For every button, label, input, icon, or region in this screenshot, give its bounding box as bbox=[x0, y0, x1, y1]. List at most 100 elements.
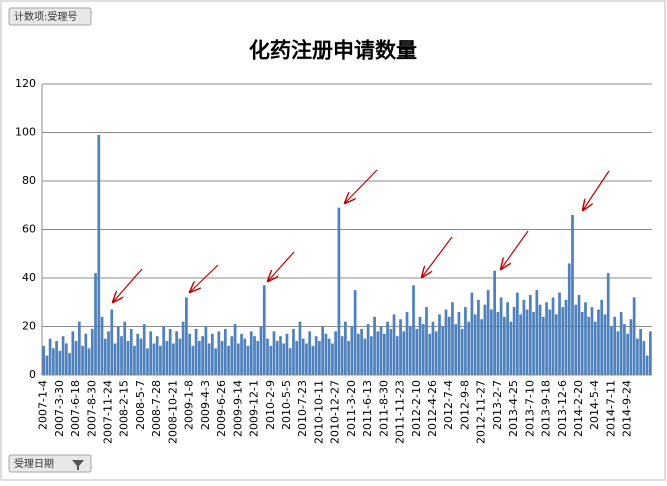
bar bbox=[629, 319, 633, 375]
bar bbox=[490, 309, 493, 375]
bar bbox=[259, 326, 263, 375]
arrow bbox=[583, 170, 610, 210]
bar bbox=[548, 309, 552, 375]
x-tick-label: 2009-6-26 bbox=[215, 380, 228, 437]
bar bbox=[285, 333, 289, 375]
bar bbox=[123, 321, 127, 375]
bar bbox=[623, 324, 626, 375]
bar bbox=[480, 319, 484, 375]
bar bbox=[266, 338, 269, 375]
bar bbox=[613, 316, 617, 375]
bar bbox=[61, 336, 65, 375]
bar bbox=[58, 350, 62, 375]
bar bbox=[331, 343, 334, 375]
bar bbox=[42, 345, 45, 375]
bar bbox=[340, 336, 344, 375]
bar bbox=[272, 331, 276, 375]
pivot-field-button[interactable] bbox=[8, 7, 92, 26]
x-tick-label: 2009-1-8 bbox=[183, 380, 196, 430]
bar bbox=[256, 341, 260, 375]
axis-field-label: 受理日期 bbox=[14, 458, 54, 470]
bar bbox=[275, 341, 279, 375]
bar bbox=[133, 345, 136, 375]
bar bbox=[632, 297, 636, 375]
bar bbox=[522, 299, 526, 375]
x-tick-label: 2010-2-9 bbox=[264, 380, 277, 430]
bar bbox=[120, 336, 123, 375]
bar bbox=[571, 214, 574, 375]
bar bbox=[366, 324, 370, 375]
bar bbox=[110, 309, 114, 375]
bar bbox=[626, 333, 630, 375]
bar bbox=[554, 314, 558, 375]
bar bbox=[107, 331, 110, 375]
bar bbox=[84, 333, 88, 375]
bar bbox=[90, 328, 94, 375]
bar bbox=[55, 341, 58, 375]
bar bbox=[567, 263, 571, 375]
bar bbox=[165, 341, 169, 375]
x-tick-label: 2010-5-5 bbox=[280, 380, 293, 430]
bar bbox=[444, 309, 448, 375]
bar bbox=[434, 331, 438, 375]
bar bbox=[249, 331, 253, 375]
x-tick-label: 2013-7-10 bbox=[523, 380, 536, 437]
x-tick-label: 2009-12-1 bbox=[248, 380, 261, 437]
x-tick-label: 2012-7-4 bbox=[442, 380, 455, 430]
bar bbox=[470, 292, 474, 375]
bar bbox=[649, 331, 652, 375]
bar bbox=[509, 321, 513, 375]
bar bbox=[298, 321, 302, 375]
bar bbox=[515, 292, 519, 375]
bar bbox=[81, 345, 84, 375]
x-tick-label: 2011-11-23 bbox=[394, 380, 407, 444]
bar bbox=[636, 338, 639, 375]
bar bbox=[584, 302, 587, 375]
bar bbox=[561, 307, 565, 375]
bar bbox=[551, 297, 555, 375]
bar bbox=[194, 328, 198, 375]
arrow bbox=[501, 230, 529, 269]
bar bbox=[51, 348, 55, 375]
x-tick-label: 2009-4-3 bbox=[199, 380, 212, 430]
x-tick-label: 2007-6-18 bbox=[69, 380, 82, 437]
bar bbox=[288, 348, 292, 375]
x-tick-label: 2013-12-6 bbox=[556, 380, 569, 437]
bar bbox=[103, 338, 107, 375]
axis-field-button[interactable] bbox=[8, 454, 92, 473]
bar bbox=[356, 333, 360, 375]
bar bbox=[172, 343, 175, 375]
bar bbox=[606, 273, 610, 375]
bar bbox=[295, 341, 299, 375]
bar bbox=[113, 343, 117, 375]
bar bbox=[457, 311, 461, 375]
x-tick-label: 2011-8-30 bbox=[377, 380, 390, 437]
bar bbox=[399, 319, 402, 375]
bar bbox=[204, 326, 208, 375]
x-tick-label: 2010-7-23 bbox=[296, 380, 309, 437]
bar bbox=[642, 341, 646, 375]
x-tick-label: 2013-2-7 bbox=[491, 380, 504, 430]
bar bbox=[188, 333, 191, 375]
bar bbox=[421, 324, 425, 375]
bar bbox=[292, 328, 295, 375]
bar bbox=[214, 348, 217, 375]
x-tick-label: 2008-5-7 bbox=[134, 380, 147, 430]
bar bbox=[395, 336, 399, 375]
bar bbox=[577, 294, 581, 375]
bar bbox=[220, 341, 224, 375]
bar bbox=[541, 316, 545, 375]
bar bbox=[587, 316, 591, 375]
bar bbox=[580, 311, 584, 375]
bar bbox=[347, 341, 350, 375]
bar bbox=[116, 326, 120, 375]
bar bbox=[532, 311, 535, 375]
bar bbox=[506, 302, 509, 375]
bar bbox=[528, 294, 532, 375]
bar bbox=[590, 307, 594, 375]
bar bbox=[428, 333, 432, 375]
bar bbox=[425, 307, 428, 375]
chart-title: 化药注册申请数量 bbox=[249, 38, 417, 63]
y-tick-label: 120 bbox=[15, 77, 36, 90]
